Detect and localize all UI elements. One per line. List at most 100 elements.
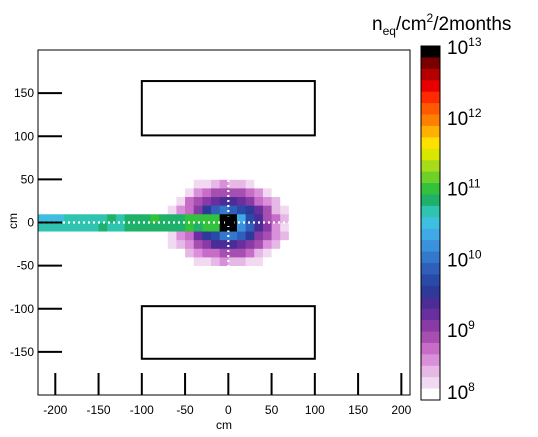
heatmap-cell [55, 50, 65, 60]
heatmap-cell [124, 205, 134, 215]
heatmap-cell [63, 144, 74, 154]
heatmap-cell [245, 162, 255, 172]
heatmap-cell [211, 274, 221, 284]
heatmap-cell [384, 188, 394, 198]
heatmap-cell [38, 317, 48, 327]
heatmap-cell [176, 239, 186, 249]
heatmap-cell [159, 127, 169, 137]
heatmap-cell [349, 369, 359, 379]
heatmap-cell [150, 317, 160, 327]
heatmap-cell [219, 196, 229, 206]
heatmap-cell [245, 153, 255, 163]
heatmap-cell [384, 369, 394, 379]
heatmap-cell [115, 179, 125, 189]
heatmap-cell [280, 308, 290, 318]
heatmap-cell [141, 239, 151, 249]
heatmap-cell [55, 282, 65, 292]
heatmap-cell [115, 75, 125, 85]
heatmap-cell [141, 300, 151, 310]
heatmap-cell [46, 119, 56, 129]
heatmap-cell [349, 213, 359, 223]
heatmap-cell [185, 84, 195, 94]
heatmap-cell [124, 257, 134, 267]
heatmap-cell [55, 119, 65, 129]
x-tick-label: -150 [87, 403, 111, 417]
heatmap-cell [288, 282, 298, 292]
heatmap-cell [288, 377, 298, 387]
heatmap-cell [89, 334, 99, 344]
heatmap-cell [46, 84, 56, 94]
heatmap-cell [193, 127, 203, 137]
heatmap-cell [340, 50, 350, 60]
heatmap-cell [375, 119, 385, 129]
heatmap-cell [245, 58, 255, 68]
heatmap-cell [167, 170, 177, 180]
heatmap-cell [280, 144, 290, 154]
heatmap-cell [254, 153, 264, 163]
heatmap-cell [323, 326, 333, 336]
heatmap-cell [366, 239, 376, 249]
heatmap-cell [211, 317, 221, 327]
heatmap-cell [297, 377, 307, 387]
colorbar-segment [421, 285, 440, 298]
heatmap-cell [63, 153, 74, 163]
heatmap-cells [38, 50, 411, 396]
heatmap-cell [124, 110, 134, 120]
heatmap-cell [392, 274, 402, 284]
heatmap-cell [176, 386, 186, 396]
heatmap-cell [193, 386, 203, 396]
heatmap-cell [202, 274, 212, 284]
heatmap-cell [72, 326, 82, 336]
heatmap-cell [358, 179, 368, 189]
heatmap-cell [332, 179, 342, 189]
heatmap-cell [141, 101, 151, 111]
heatmap-cell [271, 300, 281, 310]
heatmap-cell [228, 369, 238, 379]
heatmap-cell [392, 213, 402, 223]
heatmap-cell [176, 369, 186, 379]
heatmap-cell [72, 144, 82, 154]
heatmap-cell [254, 205, 264, 215]
heatmap-cell [211, 50, 221, 60]
heatmap-cell [392, 360, 402, 370]
heatmap-cell [254, 162, 264, 172]
heatmap-cell [314, 58, 324, 68]
heatmap-cell [245, 144, 255, 154]
heatmap-cell [211, 239, 221, 249]
heatmap-cell [185, 369, 195, 379]
heatmap-cell [340, 386, 350, 396]
heatmap-cell [254, 213, 264, 223]
heatmap-cell [306, 136, 316, 146]
heatmap-cell [46, 291, 56, 301]
heatmap-cell [401, 386, 411, 396]
heatmap-cell [358, 50, 368, 60]
heatmap-cell [332, 360, 342, 370]
heatmap-cell [98, 144, 108, 154]
heatmap-cell [280, 162, 290, 172]
heatmap-cell [89, 274, 99, 284]
heatmap-cell [193, 369, 203, 379]
heatmap-cell [271, 265, 281, 275]
heatmap-cell [38, 360, 48, 370]
heatmap-cell [297, 101, 307, 111]
heatmap-cell [124, 93, 134, 103]
heatmap-cell [271, 213, 281, 223]
heatmap-cell [358, 360, 368, 370]
heatmap-cell [46, 265, 56, 275]
heatmap-cell [228, 334, 238, 344]
heatmap-cell [193, 162, 203, 172]
heatmap-cell [262, 386, 272, 396]
heatmap-cell [366, 231, 376, 241]
heatmap-cell [55, 153, 65, 163]
heatmap-cell [81, 162, 91, 172]
heatmap-cell [358, 326, 368, 336]
heatmap-cell [401, 282, 411, 292]
heatmap-cell [115, 101, 125, 111]
heatmap-cell [141, 231, 151, 241]
heatmap-cell [340, 282, 350, 292]
heatmap-cell [89, 101, 99, 111]
heatmap-cell [38, 248, 48, 258]
heatmap-cell [358, 231, 368, 241]
heatmap-cell [245, 386, 255, 396]
heatmap-cell [332, 110, 342, 120]
